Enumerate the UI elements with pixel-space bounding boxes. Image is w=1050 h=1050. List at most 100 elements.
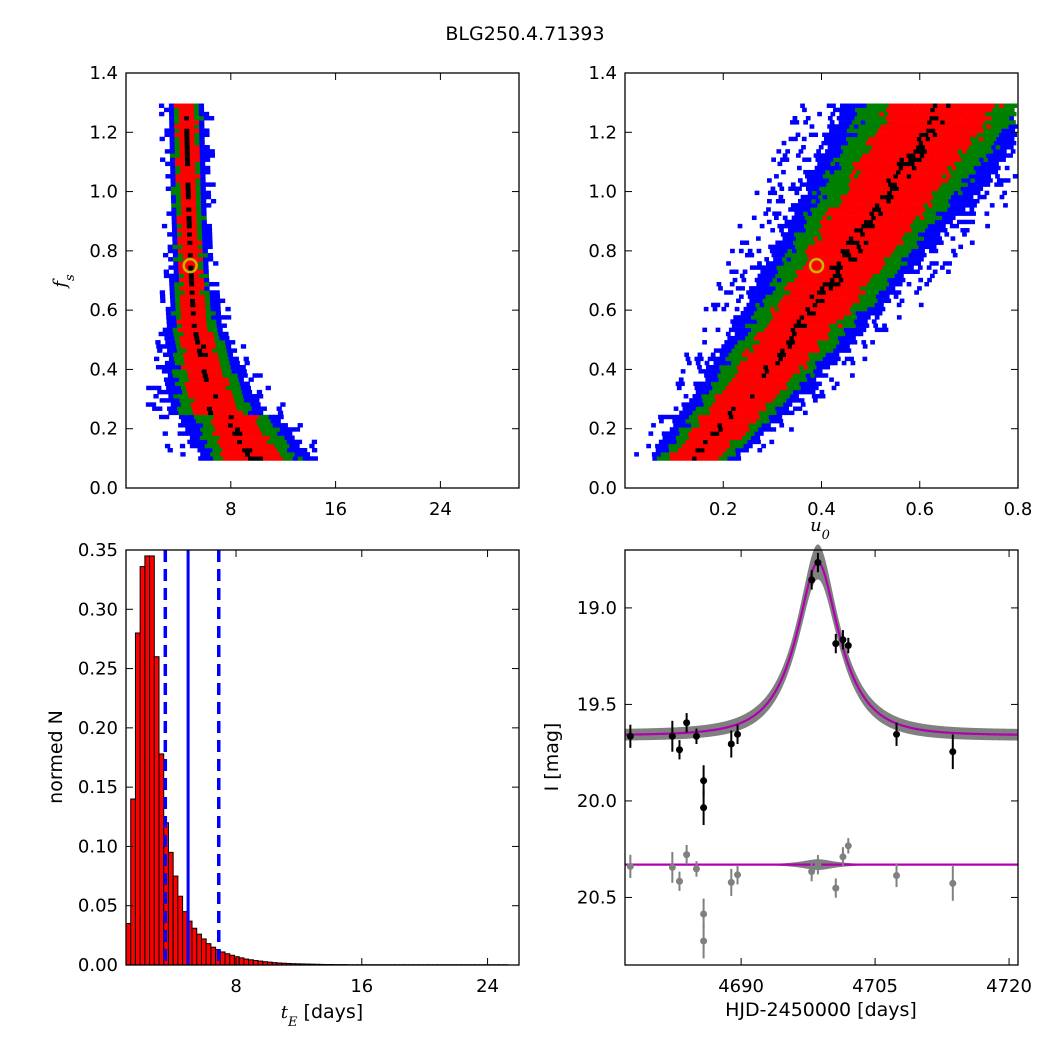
heat-cell xyxy=(995,165,1001,171)
heat-cell xyxy=(193,394,199,399)
heat-cell xyxy=(686,447,692,453)
heat-cell xyxy=(850,165,855,171)
heat-cell xyxy=(660,447,665,453)
heat-cell xyxy=(219,360,225,366)
heat-cell xyxy=(797,273,803,279)
heat-cell xyxy=(704,360,710,366)
heat-cell xyxy=(205,427,211,432)
heat-cell xyxy=(860,120,866,125)
heat-cell xyxy=(220,427,226,432)
heat-cell xyxy=(801,319,806,324)
heat-cell xyxy=(894,228,899,233)
heat-cell xyxy=(159,290,166,295)
histogram-bar xyxy=(205,943,212,966)
heat-cell xyxy=(210,402,216,407)
heat-cell xyxy=(732,352,738,357)
y-tick-label: 19.5 xyxy=(577,694,617,715)
heat-cell xyxy=(701,394,707,399)
heat-cell xyxy=(211,369,217,374)
x-tick-label: 0.4 xyxy=(807,499,836,520)
heat-cell xyxy=(920,248,925,254)
heat-cell xyxy=(866,174,872,179)
heat-cell xyxy=(893,294,899,299)
heat-cell xyxy=(717,360,723,366)
heat-cell xyxy=(810,373,815,378)
heat-cell xyxy=(651,423,656,428)
heat-cell xyxy=(220,344,227,349)
heat-cell xyxy=(707,439,713,445)
heat-cell xyxy=(835,269,841,274)
heat-cell xyxy=(717,443,722,449)
heat-cell xyxy=(878,244,884,250)
heat-cell xyxy=(953,190,959,196)
heat-cell xyxy=(829,211,835,216)
heat-cell xyxy=(172,373,179,378)
heat-cell xyxy=(906,269,912,274)
heat-cell xyxy=(694,418,700,424)
heat-cell xyxy=(724,435,730,440)
heat-cell xyxy=(820,323,825,328)
heat-cell xyxy=(888,132,894,138)
heat-cell xyxy=(705,427,710,432)
heat-cell xyxy=(228,410,234,416)
data-point xyxy=(668,732,676,740)
heat-cell xyxy=(733,369,739,374)
heat-cell xyxy=(962,140,968,146)
heat-cell xyxy=(179,286,185,291)
heat-cell xyxy=(227,439,233,445)
heat-cell xyxy=(827,115,833,121)
heat-cell xyxy=(204,443,211,449)
heat-cell xyxy=(906,281,912,287)
heat-cell xyxy=(752,373,758,378)
heat-cell xyxy=(854,165,860,171)
heat-cell xyxy=(803,340,809,345)
heat-cell xyxy=(774,373,780,378)
heat-cell xyxy=(934,165,939,171)
heat-cell xyxy=(854,273,860,279)
heat-cell xyxy=(183,273,190,279)
heat-cell xyxy=(761,373,767,378)
y-tick-label: 0.8 xyxy=(89,241,118,262)
heat-cell xyxy=(830,257,836,262)
heat-cell xyxy=(802,323,808,328)
heat-cell xyxy=(722,406,728,411)
heat-cell xyxy=(820,190,826,196)
heat-cell xyxy=(693,435,699,440)
heat-cell xyxy=(904,178,909,183)
heat-cell xyxy=(852,223,858,229)
heat-cell xyxy=(803,302,809,308)
heat-cell xyxy=(852,302,858,308)
heat-cell xyxy=(189,115,195,121)
heat-cell xyxy=(699,447,705,453)
heat-cell xyxy=(707,356,713,362)
heat-cell xyxy=(188,356,195,362)
heat-cell xyxy=(758,323,764,328)
heat-cell xyxy=(835,236,841,241)
heat-cell xyxy=(932,111,937,117)
heat-cell xyxy=(759,277,764,283)
heat-cell xyxy=(883,223,889,229)
heat-cell xyxy=(845,207,851,212)
heat-cell xyxy=(992,128,998,133)
heat-cell xyxy=(199,335,205,341)
heat-cell xyxy=(263,414,269,420)
heat-cell xyxy=(788,261,793,266)
heat-cell xyxy=(184,140,190,146)
heat-cell xyxy=(744,348,750,353)
heat-cell xyxy=(179,443,186,449)
heat-cell xyxy=(889,207,895,212)
heat-cell xyxy=(679,410,684,416)
heat-cell xyxy=(849,145,855,150)
heat-cell xyxy=(755,302,761,308)
heat-cell xyxy=(651,452,657,457)
heat-cell xyxy=(186,228,193,233)
heat-cell xyxy=(173,356,180,362)
heat-cell xyxy=(996,157,1002,162)
heat-cell xyxy=(770,373,776,378)
heat-cell xyxy=(979,149,985,154)
heat-cell xyxy=(767,198,772,204)
heat-cell xyxy=(787,385,793,391)
heat-cell xyxy=(956,107,962,113)
heat-cell xyxy=(169,120,175,125)
heat-cell xyxy=(829,149,835,154)
